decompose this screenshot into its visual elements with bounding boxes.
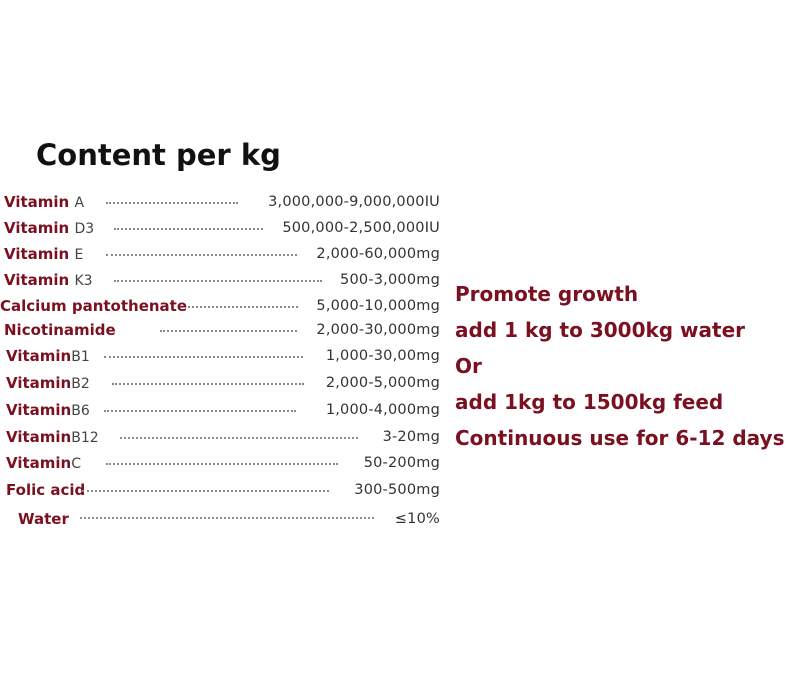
content-row: Vitamin D3 500,000-2,500,000IU xyxy=(0,216,440,240)
ingredient-amount: 300-500mg xyxy=(354,482,440,498)
ingredient-name: Nicotinamide xyxy=(4,321,116,339)
ingredient-amount: 3-20mg xyxy=(382,429,440,445)
content-row: VitaminB12 3-20mg xyxy=(0,425,440,449)
content-row: Water ≤10% xyxy=(0,507,440,531)
dot-leader xyxy=(114,280,322,282)
content-row: Vitamin A 3,000,000-9,000,000IU xyxy=(0,190,440,214)
ingredient-name: Folic acid xyxy=(6,481,86,499)
ingredient-amount: 500-3,000mg xyxy=(340,272,440,288)
ingredient-amount: 2,000-30,000mg xyxy=(316,322,440,338)
ingredient-name: Calcium pantothenate xyxy=(0,297,188,315)
dot-leader xyxy=(106,202,238,204)
ingredient-name: VitaminB2 xyxy=(6,374,90,392)
usage-line: add 1 kg to 3000kg water xyxy=(455,318,746,342)
dot-leader xyxy=(188,306,298,308)
content-row: Folic acid 300-500mg xyxy=(0,478,440,502)
ingredient-amount: 2,000-60,000mg xyxy=(316,246,440,262)
dot-leader xyxy=(106,254,297,256)
ingredient-name: Vitamin A xyxy=(4,193,85,211)
content-row: VitaminB6 1,000-4,000mg xyxy=(0,398,440,422)
usage-line: add 1kg to 1500kg feed xyxy=(455,390,724,414)
ingredient-name: VitaminB1 xyxy=(6,347,90,365)
usage-line: Promote growth xyxy=(455,282,639,306)
content-row: Calcium pantothenate 5,000-10,000mg xyxy=(0,294,440,318)
dot-leader xyxy=(82,490,329,492)
ingredient-amount: 500,000-2,500,000IU xyxy=(282,220,440,236)
ingredient-name: VitaminC xyxy=(6,454,82,472)
ingredient-amount: 2,000-5,000mg xyxy=(325,375,440,391)
content-row: Vitamin K3 500-3,000mg xyxy=(0,268,440,292)
ingredient-name: Water xyxy=(18,510,69,528)
content-row: VitaminB1 1,000-30,00mg xyxy=(0,344,440,368)
ingredient-name: Vitamin K3 xyxy=(4,271,93,289)
page-title: Content per kg xyxy=(36,138,281,172)
ingredient-name: VitaminB12 xyxy=(6,428,99,446)
ingredient-name: Vitamin D3 xyxy=(4,219,95,237)
content-row: Nicotinamide 2,000-30,000mg xyxy=(0,318,440,342)
ingredient-amount: 1,000-4,000mg xyxy=(325,402,440,418)
ingredient-amount: 5,000-10,000mg xyxy=(316,298,440,314)
usage-line: Or xyxy=(455,354,482,378)
dot-leader xyxy=(120,437,358,439)
ingredient-name: Vitamin E xyxy=(4,245,84,263)
dot-leader xyxy=(104,410,296,412)
dot-leader xyxy=(106,463,338,465)
ingredient-amount: 50-200mg xyxy=(363,455,440,471)
ingredient-amount: 3,000,000-9,000,000IU xyxy=(268,194,440,210)
ingredient-name: VitaminB6 xyxy=(6,401,90,419)
dot-leader xyxy=(114,228,263,230)
dot-leader xyxy=(80,517,374,519)
usage-line: Continuous use for 6-12 days xyxy=(455,426,785,450)
content-row: VitaminB2 2,000-5,000mg xyxy=(0,371,440,395)
dot-leader xyxy=(104,356,303,358)
ingredient-amount: ≤10% xyxy=(394,511,440,527)
dot-leader xyxy=(112,383,304,385)
ingredient-amount: 1,000-30,00mg xyxy=(325,348,440,364)
content-row: Vitamin E 2,000-60,000mg xyxy=(0,242,440,266)
dot-leader xyxy=(160,330,297,332)
content-row: VitaminC 50-200mg xyxy=(0,451,440,475)
